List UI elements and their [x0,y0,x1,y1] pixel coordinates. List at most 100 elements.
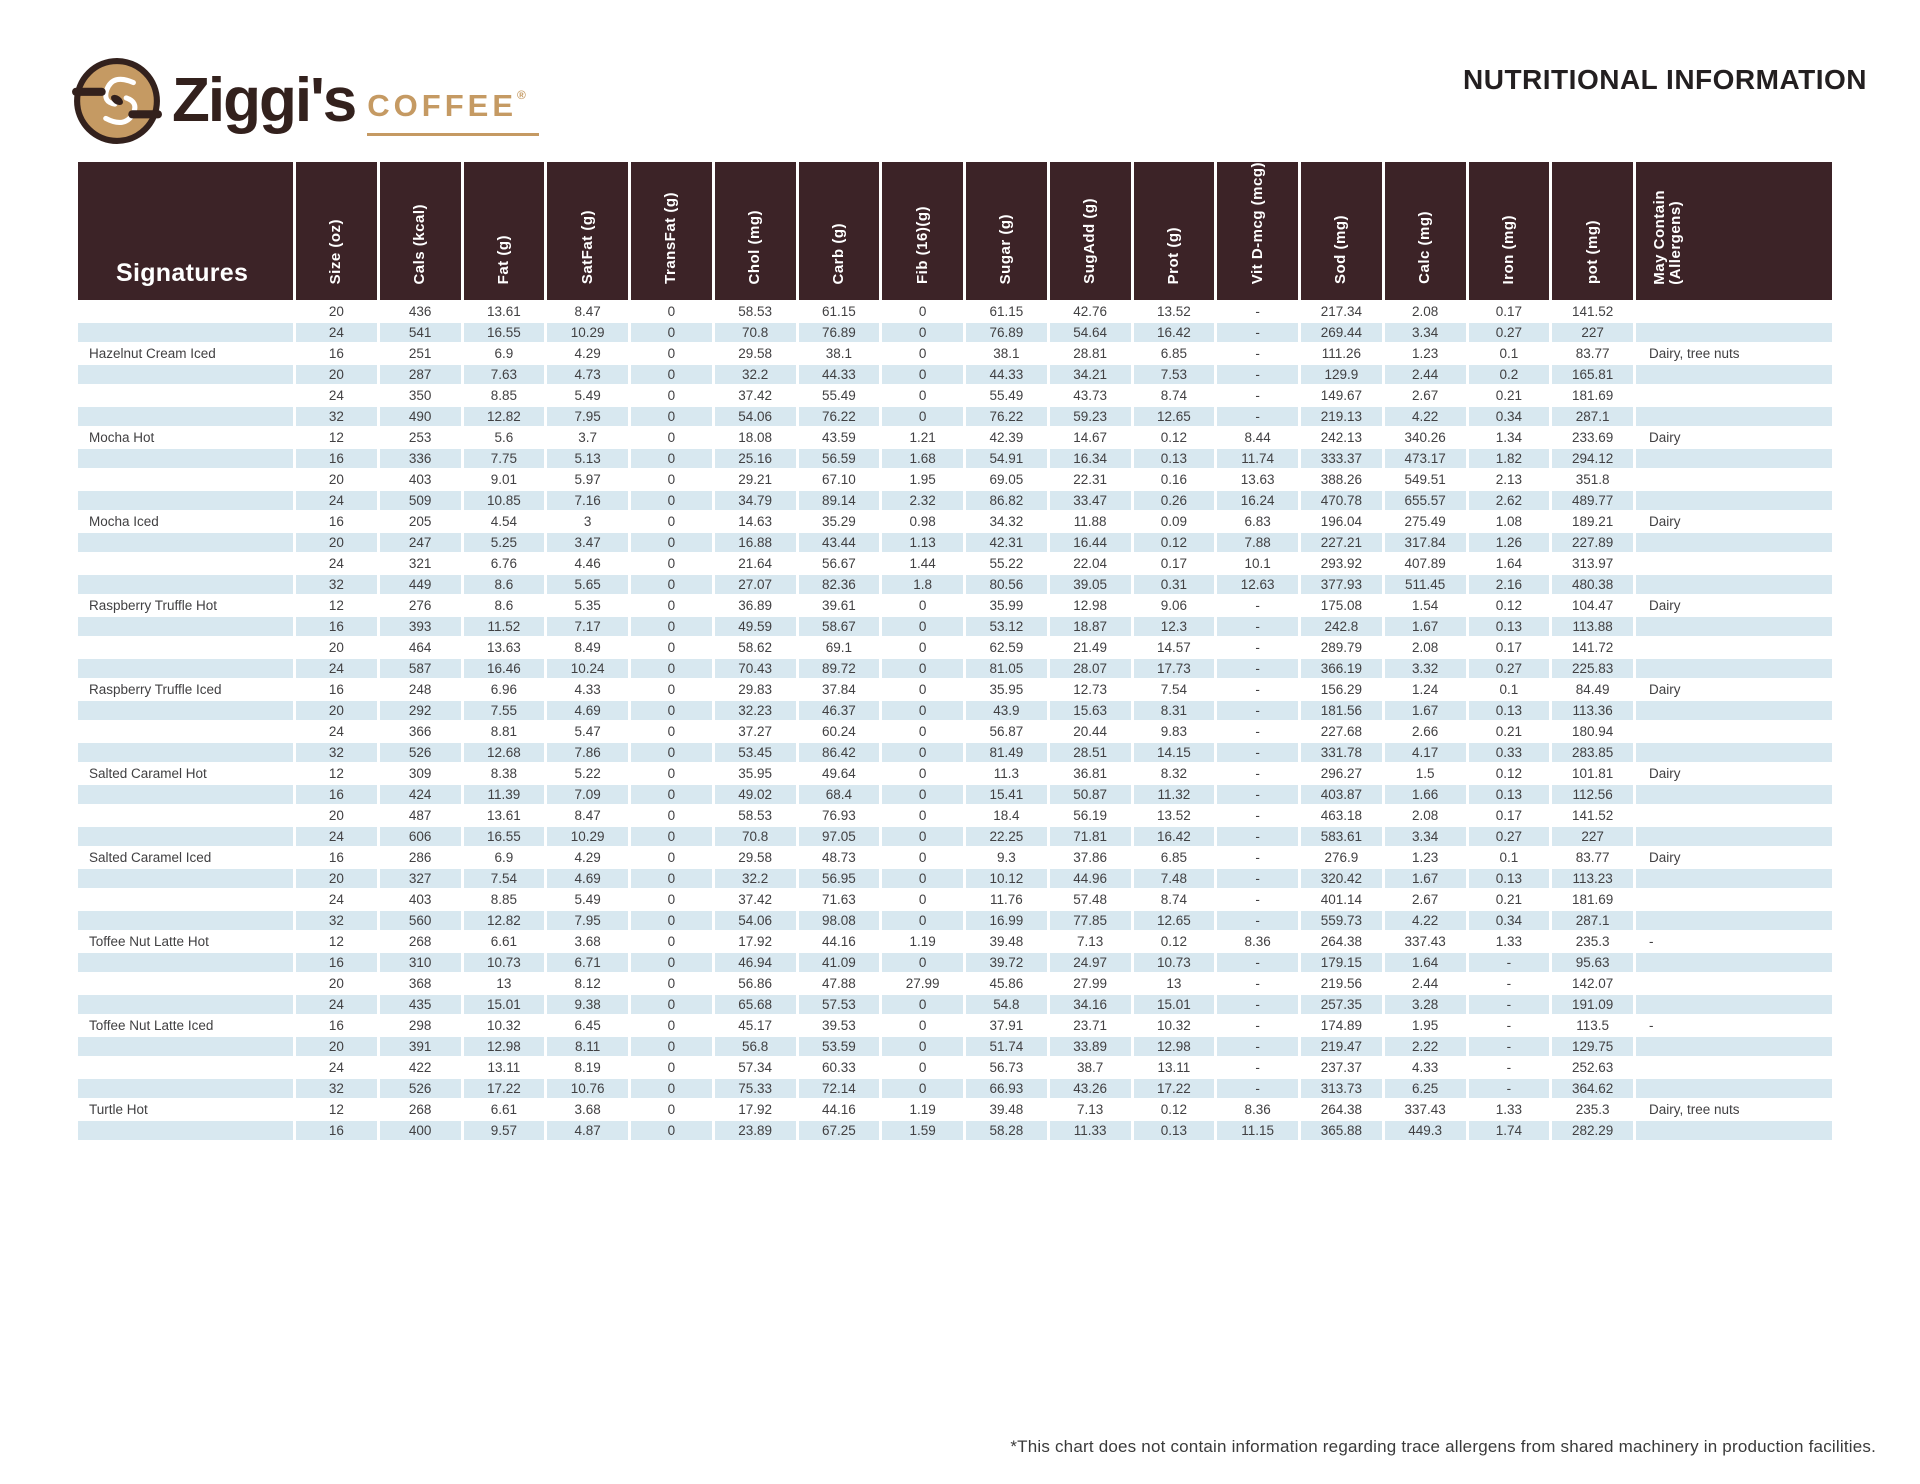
value-cell: 298 [408,1018,432,1034]
drink-name-cell [78,869,293,889]
value-cell: 6.9 [494,346,514,362]
value-cell: - [1468,1037,1550,1057]
value-cell: 34.32 [989,514,1024,530]
value-cell: 1.33 [1495,1102,1523,1118]
value-cell: 43.59 [821,430,856,446]
drink-name-cell [78,743,293,763]
drink-name-cell: Toffee Nut Latte Hot [89,934,209,950]
value-cell: 0 [882,1079,963,1099]
value-cell: 5.13 [547,449,628,469]
value-cell: 0.13 [1468,701,1550,721]
value-cell: 0 [918,640,927,656]
value-cell: 16.34 [1049,449,1131,469]
value-cell: 0 [631,491,712,511]
drink-name-cell [78,974,293,993]
value-cell: 4.22 [1384,911,1466,931]
allergen-cell: Dairy [1649,514,1681,530]
value-cell: 191.09 [1552,995,1633,1015]
value-cell: 20 [328,472,344,488]
value-cell: 422 [408,1060,432,1076]
value-cell: 81.05 [966,659,1047,679]
drink-name-cell [78,575,293,595]
value-cell: 0 [882,323,963,343]
value-cell: 32 [296,407,377,427]
value-cell: 4.69 [547,869,628,889]
value-cell: 86.82 [966,491,1047,511]
value-cell: 60.33 [821,1060,856,1076]
value-cell: 0.21 [1495,892,1523,908]
value-cell: 58.67 [798,617,880,637]
value-cell: 219.13 [1301,407,1382,427]
value-cell: 42.31 [966,533,1047,553]
value-cell: 227 [1552,323,1633,343]
value-cell: 5.47 [574,724,601,740]
value-cell: 83.77 [1575,850,1610,866]
value-cell: 15.41 [966,785,1047,805]
value-cell: 12.3 [1133,617,1215,637]
value-cell: 3.47 [547,533,628,553]
value-cell: 34.16 [1049,995,1131,1015]
value-cell: 83.77 [1575,346,1610,362]
value-cell: 113.36 [1552,701,1633,721]
value-cell: 364.62 [1552,1079,1633,1099]
allergen-cell [1636,827,1832,847]
allergen-cell [1636,491,1832,511]
value-cell: 174.89 [1320,1018,1363,1034]
table-row: 24 422 13.11 8.19 0 57.34 60.33 0 56.73 38.7 13.11… [78,1058,1832,1077]
value-cell: 289.79 [1320,640,1363,656]
allergen-cell [1636,743,1832,763]
value-cell: 0 [667,766,676,782]
brand-descriptor-block: COFFEE® [367,88,540,136]
value-cell: 403 [408,472,432,488]
column-header: TransFat (g) [631,162,712,301]
value-cell: 16 [296,449,377,469]
value-cell: 70.8 [714,827,796,847]
table-row: 32 449 8.6 5.65 0 27.07 82.36 1.8 80.56 39.05 0.31… [78,575,1832,595]
value-cell: 0.17 [1495,304,1523,320]
value-cell: 0 [631,365,712,385]
value-cell: 95.63 [1552,953,1633,973]
value-cell: 3.34 [1384,323,1466,343]
value-cell: 44.96 [1049,869,1131,889]
value-cell: 5.25 [463,533,545,553]
value-cell: 11.3 [993,766,1020,782]
value-cell: 0 [667,808,676,824]
value-cell: 68.4 [798,785,880,805]
value-cell: 16.42 [1133,323,1215,343]
value-cell: 0.17 [1495,808,1523,824]
value-cell: 10.76 [547,1079,628,1099]
value-cell: 10.32 [486,1018,521,1034]
value-cell: 32 [296,743,377,763]
value-cell: 53.59 [798,1037,880,1057]
drink-name-cell [78,1058,293,1077]
value-cell: 16.55 [463,323,545,343]
value-cell: 3.32 [1384,659,1466,679]
value-cell: 0 [918,682,927,698]
value-cell: 1.26 [1468,533,1550,553]
value-cell: 13.63 [1240,472,1275,488]
value-cell: 12.65 [1133,911,1215,931]
table-row: Mocha Iced 16 205 4.54 3 0 14.63 35.29 0.98 34.32… [78,512,1832,531]
value-cell: 16 [296,1121,377,1141]
value-cell: 86.42 [798,743,880,763]
value-cell: 32.2 [714,869,796,889]
value-cell: 526 [379,1079,461,1099]
value-cell: 276.9 [1324,850,1359,866]
allergen-cell [1636,302,1832,321]
value-cell: 276 [408,598,432,614]
value-cell: 541 [379,323,461,343]
value-cell: 0.27 [1468,827,1550,847]
drink-name-cell [78,911,293,931]
value-cell: 12 [328,598,344,614]
value-cell: 6.61 [490,1102,518,1118]
value-cell: 11.76 [989,892,1023,908]
value-cell: 2.67 [1411,892,1439,908]
column-header: Vit D-mcg (mcg) [1217,162,1298,301]
value-cell: 205 [408,514,432,530]
value-cell: 10.73 [463,953,545,973]
drink-name-cell [78,806,293,825]
drink-name-cell [78,1037,293,1057]
value-cell: - [1217,1037,1298,1057]
value-cell: 0 [882,869,963,889]
drink-name-cell [78,785,293,805]
